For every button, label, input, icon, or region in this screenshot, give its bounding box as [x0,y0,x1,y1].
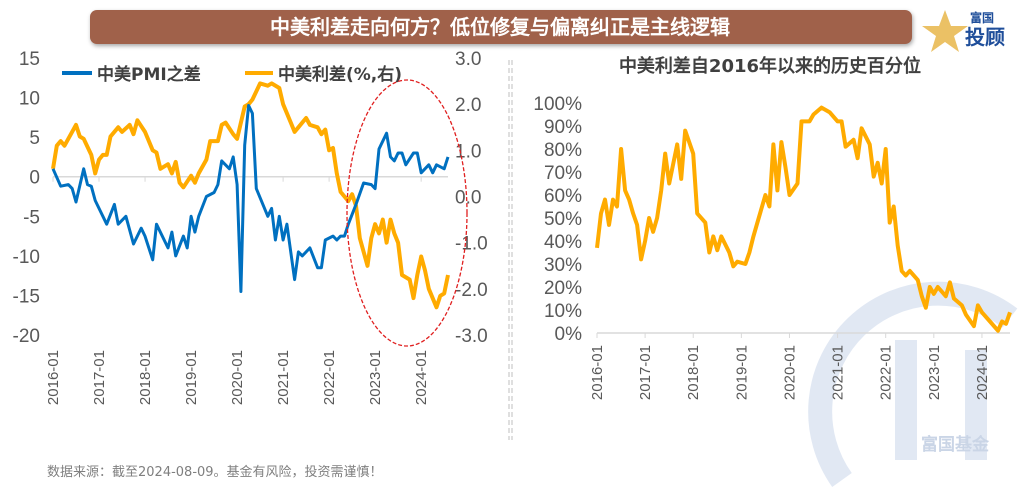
y-left-tick-label: 15 [19,49,40,70]
x-tick-label: 2021-01 [275,350,292,405]
y-tick-label: 70% [544,163,582,184]
x-tick-label: 2020-01 [229,350,246,405]
brand-logo: 富国 投顾 [922,10,1005,52]
pmi-series-line [51,104,450,293]
x-tick-label: 2017-01 [91,350,108,405]
y-tick-label: 50% [544,209,582,230]
x-tick-label: 2024-01 [974,345,991,400]
y-left-tick-label: 10 [19,89,40,110]
y-tick-label: 20% [544,278,582,299]
y-right-tick-label: -3.0 [455,326,488,347]
y-tick-label: 0% [555,324,583,345]
y-tick-label: 60% [544,186,582,207]
highlight-ellipse [346,79,468,347]
x-tick-label: 2022-01 [878,345,895,400]
legend-label-pmi: 中美PMI之差 [97,64,201,85]
x-tick-label: 2016-01 [589,345,606,400]
watermark-text: 富国基金 [921,434,990,455]
y-tick-label: 10% [544,301,582,322]
title-banner [90,10,912,44]
y-tick-label: 100% [533,94,582,115]
y-right-tick-label: 2.0 [455,95,481,116]
x-tick-label: 2019-01 [733,345,750,400]
x-tick-label: 2018-01 [137,350,154,405]
y-left-tick-label: 0 [29,168,40,189]
x-tick-label: 2017-01 [637,345,654,400]
y-right-tick-label: -1.0 [455,234,488,255]
x-tick-label: 2019-01 [183,350,200,405]
y-tick-label: 30% [544,255,582,276]
logo-bottom-text: 投顾 [965,25,1005,49]
y-tick-label: 40% [544,232,582,253]
x-tick-label: 2020-01 [781,345,798,400]
banner-title: 中美利差走向何方？低位修复与偏离纠正是主线逻辑 [270,15,730,39]
x-tick-label: 2016-01 [45,350,62,405]
x-tick-label: 2023-01 [367,350,384,405]
spread-series-line [51,81,450,310]
x-tick-label: 2023-01 [926,345,943,400]
x-tick-label: 2024-01 [413,350,430,405]
y-right-tick-label: -2.0 [455,280,488,301]
watermark-logo: 富国基金 [808,281,1018,487]
source-note: 数据来源：截至2024-08-09。基金有风险，投资需谨慎！ [47,464,383,480]
y-tick-label: 90% [544,117,582,138]
y-left-tick-label: -10 [13,247,40,268]
legend-label-spread: 中美利差(%,右) [278,64,402,85]
y-right-tick-label: 3.0 [455,49,481,70]
y-right-tick-label: 0.0 [455,188,481,209]
x-tick-label: 2022-01 [321,350,338,405]
y-left-tick-label: -20 [13,326,40,347]
percentile-series-line [595,105,1012,333]
x-tick-label: 2021-01 [830,345,847,400]
right-chart: 中美利差自2016年以来的历史百分位 2016-01 2017-01 2018-01 2… [533,55,1012,400]
x-tick-label: 2018-01 [685,345,702,400]
chart-title: 中美利差自2016年以来的历史百分位 [619,55,921,77]
y-left-tick-label: -15 [13,286,40,307]
watermark-arc [808,281,1018,487]
y-left-tick-label: 5 [29,128,40,149]
left-chart: 2016-01 2017-01 2018-01 2019-01 2020-01 2021-… [13,49,488,405]
y-tick-label: 80% [544,140,582,161]
logo-top-text: 富国 [970,10,994,25]
star-icon [922,10,968,52]
y-left-tick-label: -5 [23,207,40,228]
